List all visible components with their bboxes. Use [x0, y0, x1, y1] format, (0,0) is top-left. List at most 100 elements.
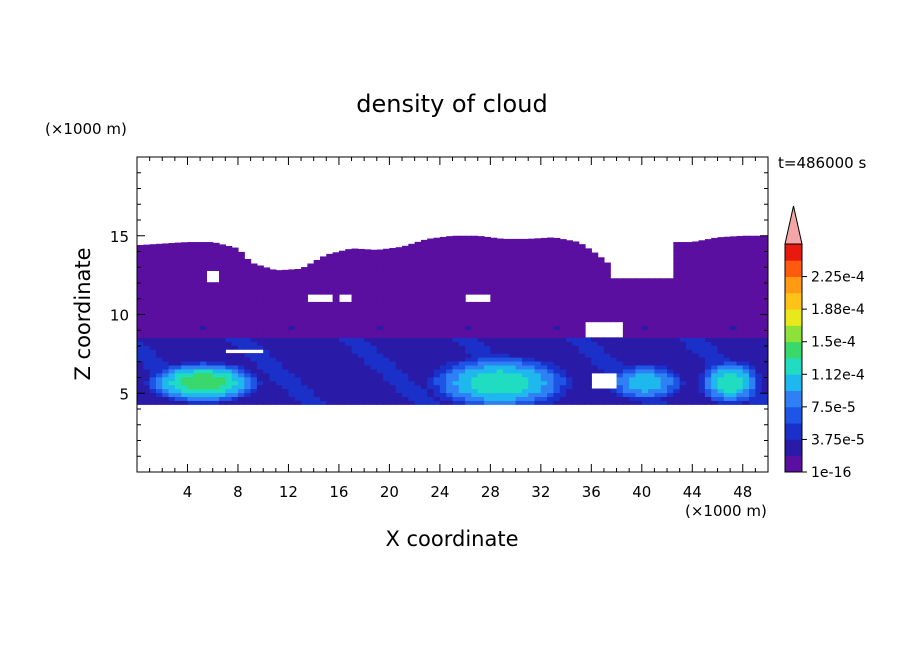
density-cell [723, 266, 731, 271]
density-cell [521, 258, 529, 264]
density-cell [402, 349, 409, 354]
density-cell [515, 388, 523, 394]
density-cell [616, 360, 624, 366]
density-cell [193, 258, 201, 264]
density-cell [736, 313, 744, 319]
density-cell [755, 353, 763, 358]
density-cell [162, 321, 170, 327]
density-cell [547, 360, 555, 366]
density-cell [263, 329, 271, 334]
density-cell [294, 345, 302, 350]
density-cell [313, 301, 321, 307]
density-cell [219, 345, 226, 350]
density-cell [395, 274, 403, 279]
density-cell [206, 353, 214, 358]
density-cell [370, 313, 378, 319]
density-cell [679, 372, 687, 378]
density-cell [685, 266, 693, 271]
density-cell [692, 392, 700, 397]
density-cell [319, 309, 327, 315]
density-cell [395, 396, 403, 401]
density-cell [162, 341, 170, 346]
density-cell [547, 262, 555, 268]
density-cell [143, 321, 151, 327]
density-cell [433, 313, 441, 319]
density-cell [149, 396, 157, 401]
density-cell [622, 357, 630, 362]
density-cell [364, 305, 372, 311]
density-cell [307, 357, 315, 362]
density-cell [200, 305, 208, 311]
density-cell [452, 282, 460, 287]
density-cell [452, 368, 460, 374]
density-cell [692, 321, 700, 327]
density-cell [484, 258, 491, 264]
density-cell [313, 388, 321, 394]
density-cell [723, 274, 731, 279]
density-cell [465, 266, 473, 271]
density-cell [755, 250, 763, 256]
density-cell [433, 360, 441, 366]
density-cell [288, 360, 296, 366]
density-cell [509, 286, 517, 291]
density-cell [149, 392, 157, 397]
density-cell [364, 341, 372, 346]
density-cell [174, 345, 182, 350]
density-cell [338, 301, 346, 307]
density-cell [364, 278, 372, 283]
density-cell [622, 388, 630, 394]
density-cell [534, 274, 542, 279]
density-cell [528, 286, 536, 291]
density-cell [345, 301, 353, 307]
density-cell [723, 282, 731, 287]
density-cell [408, 388, 416, 394]
density-cell [515, 313, 523, 319]
density-cell [420, 380, 428, 386]
density-cell [168, 337, 176, 342]
density-cell [717, 246, 725, 252]
density-cell [484, 337, 491, 342]
density-cell [749, 238, 756, 244]
density-cell [502, 250, 510, 256]
density-cell [509, 337, 517, 342]
density-cell [534, 329, 542, 334]
density-cell [635, 357, 643, 362]
density-cell [730, 384, 738, 390]
density-cell [761, 400, 768, 405]
density-cell [439, 294, 447, 299]
density-cell [200, 353, 208, 358]
density-cell [319, 337, 327, 342]
density-cell [389, 250, 397, 256]
density-cell [193, 341, 201, 346]
density-cell [307, 400, 315, 405]
density-cell [219, 317, 226, 323]
density-cell [484, 388, 491, 394]
density-cell [667, 392, 674, 397]
density-cell [452, 388, 460, 394]
density-cell [698, 392, 706, 397]
density-cell [534, 270, 542, 275]
density-cell [351, 248, 359, 252]
density-cell [509, 305, 517, 311]
density-cell [629, 396, 637, 401]
density-cell [692, 329, 700, 334]
density-cell [408, 301, 416, 307]
density-cell [723, 360, 731, 366]
density-cell [237, 400, 245, 405]
density-cell [496, 396, 504, 401]
density-cell [755, 341, 763, 346]
density-cell [471, 290, 479, 295]
density-cell [219, 262, 226, 268]
density-cell [414, 254, 422, 260]
density-cell [319, 368, 327, 374]
density-cell [181, 278, 189, 283]
density-cell [376, 317, 384, 323]
density-cell [420, 290, 428, 295]
density-cell [294, 384, 302, 390]
density-cell [446, 262, 454, 268]
density-cell [427, 266, 435, 271]
density-cell [572, 278, 580, 283]
density-cell [641, 337, 649, 342]
density-cell [307, 349, 315, 354]
density-cell [383, 372, 390, 378]
